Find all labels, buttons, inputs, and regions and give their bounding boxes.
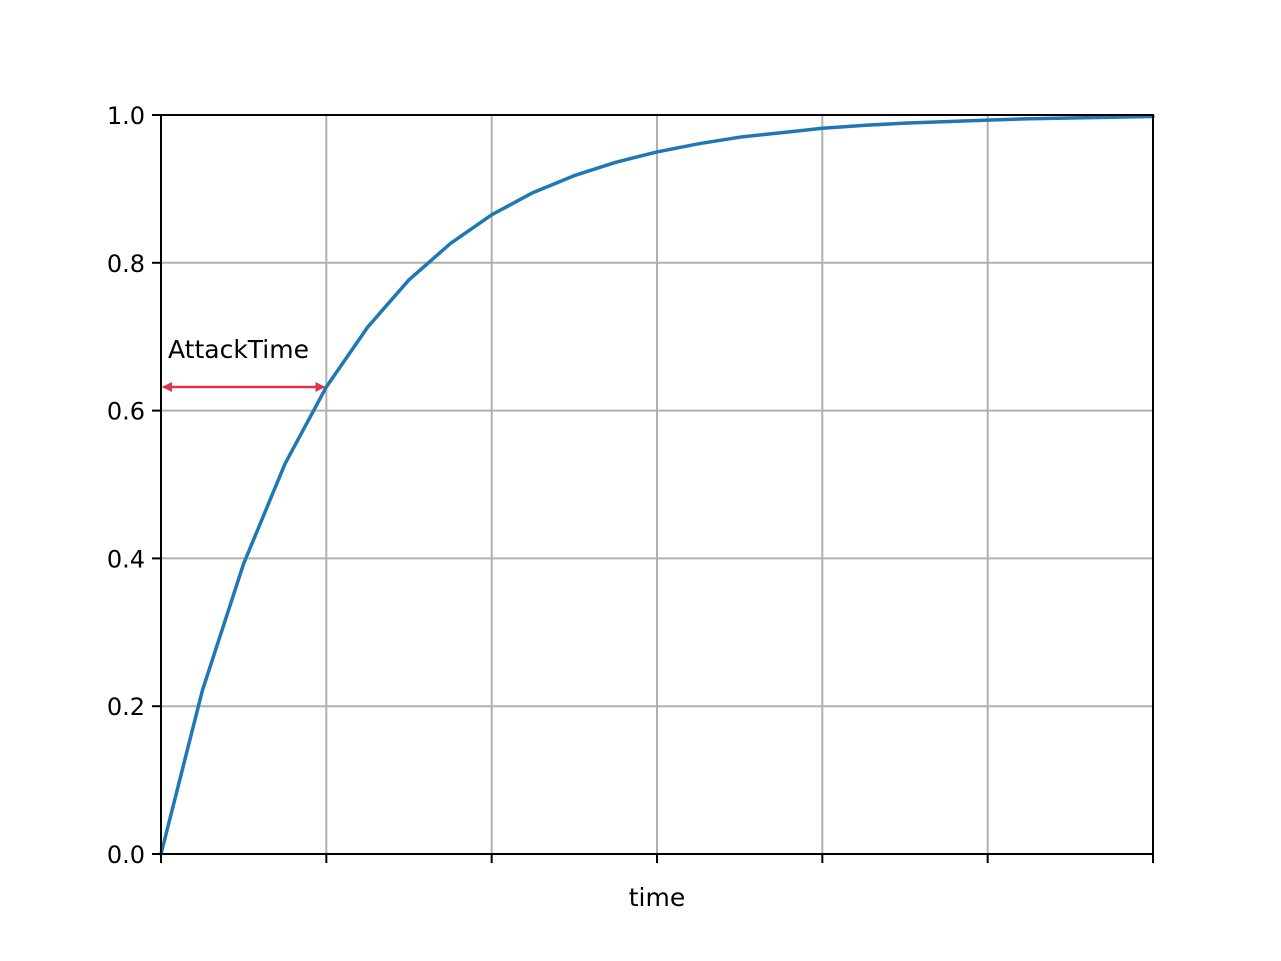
attack-time-label: AttackTime <box>168 335 309 364</box>
series-layer <box>159 114 1155 856</box>
series-line <box>159 114 1155 856</box>
y-tick-label: 0.6 <box>107 398 145 426</box>
y-tick-label: 0.4 <box>107 545 145 573</box>
ticks: 0.0 0.2 0.4 0.6 0.8 1.0 <box>107 102 1154 869</box>
y-tick-label: 0.2 <box>107 693 145 721</box>
y-tick-label: 0.8 <box>107 250 145 278</box>
annotations: AttackTime <box>162 335 326 392</box>
y-tick-label: 0.0 <box>107 841 145 869</box>
x-axis-label: time <box>629 883 685 912</box>
y-tick-label: 1.0 <box>107 102 145 130</box>
grid <box>160 114 1154 855</box>
